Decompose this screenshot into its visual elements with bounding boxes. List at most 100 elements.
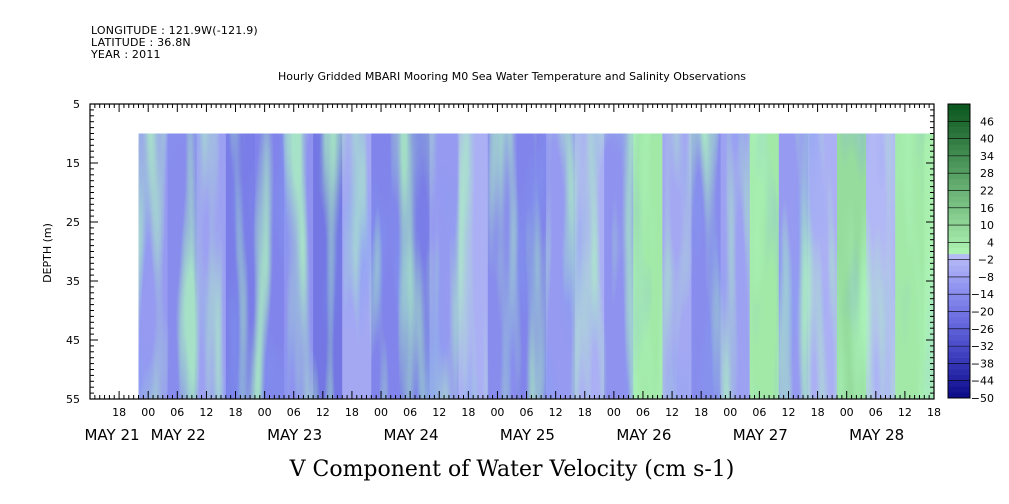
x-axis-label: V Component of Water Velocity (cm s-1) [289, 457, 735, 482]
colorbar-label: −14 [971, 288, 994, 301]
colorbar-band [948, 351, 970, 358]
colorbar-band [948, 242, 970, 249]
colorbar-label: −32 [971, 340, 994, 353]
colorbar-label: −38 [971, 357, 994, 370]
x-hour-label: 06 [869, 406, 883, 419]
x-axis: 18 00 06 12 18 00 06 12 18 00 06 12 18 00 06 12 18 00 06 12… [84, 104, 941, 444]
colorbar-label: 16 [980, 202, 994, 215]
x-hour-label: 06 [170, 406, 184, 419]
colorbar-band [948, 248, 970, 255]
colorbar-band [948, 127, 970, 134]
x-hour-label: 18 [811, 406, 825, 419]
colorbar-band [948, 207, 970, 214]
colorbar-band [948, 294, 970, 301]
colorbar: 46 40 34 28 22 16 10 4 −2 −8 −14 −20 −26 −32 −38 −44 −50 [947, 103, 994, 405]
x-hour-label: 18 [461, 406, 475, 419]
colorbar-band [948, 374, 970, 382]
colorbar-band [948, 121, 970, 128]
x-hour-label: 00 [840, 406, 854, 419]
colorbar-band [948, 236, 970, 243]
colorbar-band [948, 196, 970, 203]
colorbar-band [948, 346, 970, 353]
colorbar-label: 40 [980, 133, 994, 146]
x-hour-label: 18 [112, 406, 126, 419]
colorbar-band [948, 144, 970, 151]
y-tick-label: 55 [66, 393, 80, 406]
colorbar-band [948, 276, 970, 284]
colorbar-band [948, 271, 970, 278]
x-hour-label: 00 [607, 406, 621, 419]
colorbar-band [948, 213, 970, 220]
x-hour-label: 18 [694, 406, 708, 419]
x-date-label: MAY 25 [500, 426, 555, 444]
colorbar-band [948, 225, 970, 232]
x-hour-label: 12 [316, 406, 330, 419]
x-hour-label: 12 [432, 406, 446, 419]
y-tick-label: 25 [66, 216, 80, 229]
y-tick-label: 5 [73, 98, 80, 111]
y-axis: 5 15 25 35 45 55 [66, 98, 934, 406]
colorbar-label: −50 [971, 392, 994, 405]
colorbar-band [948, 392, 970, 399]
field-texture-green [138, 133, 935, 399]
colorbar-band [948, 363, 970, 370]
x-hour-label: 00 [490, 406, 504, 419]
x-date-label: MAY 28 [849, 426, 904, 444]
colorbar-band [948, 167, 970, 174]
colorbar-band [948, 357, 970, 364]
x-hour-label: 06 [752, 406, 766, 419]
x-hour-label: 18 [578, 406, 592, 419]
year-label: YEAR : 2011 [91, 48, 161, 61]
x-hour-label: 12 [199, 406, 213, 419]
colorbar-band [948, 230, 970, 237]
colorbar-label: 34 [980, 150, 994, 163]
x-hour-label: 06 [636, 406, 650, 419]
colorbar-label: 22 [980, 184, 994, 197]
colorbar-band [948, 104, 970, 111]
colorbar-band [948, 334, 970, 341]
x-date-label: MAY 22 [151, 426, 206, 444]
colorbar-band [948, 115, 970, 122]
longitude-label: LONGITUDE : 121.9W(-121.9) [91, 24, 258, 37]
x-hour-label: 00 [723, 406, 737, 419]
colorbar-band [948, 109, 970, 116]
velocity-field [138, 133, 935, 399]
colorbar-band [948, 380, 970, 387]
x-date-label: MAY 26 [616, 426, 671, 444]
colorbar-band [948, 178, 970, 186]
x-hour-label: 12 [898, 406, 912, 419]
colorbar-label: 28 [980, 167, 994, 180]
colorbar-band [948, 155, 970, 162]
colorbar-band [948, 369, 970, 376]
x-hour-label: 00 [374, 406, 388, 419]
x-hour-label: 18 [345, 406, 359, 419]
colorbar-band [948, 323, 970, 330]
colorbar-label: 46 [980, 115, 994, 128]
x-date-label: MAY 21 [84, 426, 139, 444]
x-hour-label: 12 [549, 406, 563, 419]
x-hour-label: 06 [403, 406, 417, 419]
colorbar-band [948, 386, 970, 393]
y-axis-label: DEPTH (m) [41, 223, 54, 283]
x-date-label: MAY 27 [733, 426, 788, 444]
y-tick-label: 45 [66, 334, 80, 347]
colorbar-band [948, 184, 970, 191]
colorbar-label: 4 [987, 236, 994, 249]
x-hour-label: 18 [927, 406, 941, 419]
colorbar-label: −2 [978, 254, 994, 267]
x-date-label: MAY 24 [384, 426, 439, 444]
colorbar-band [948, 328, 970, 335]
x-hour-label: 12 [781, 406, 795, 419]
colorbar-band [948, 317, 970, 324]
colorbar-band [948, 282, 970, 289]
colorbar-band [948, 311, 970, 318]
x-hour-label: 00 [258, 406, 272, 419]
chart-title: Hourly Gridded MBARI Mooring M0 Sea Wate… [278, 70, 746, 83]
x-hour-label: 00 [141, 406, 155, 419]
colorbar-band [948, 288, 970, 295]
colorbar-label: −20 [971, 306, 994, 319]
colorbar-band [948, 150, 970, 157]
colorbar-band [948, 300, 970, 307]
colorbar-band [948, 138, 970, 145]
